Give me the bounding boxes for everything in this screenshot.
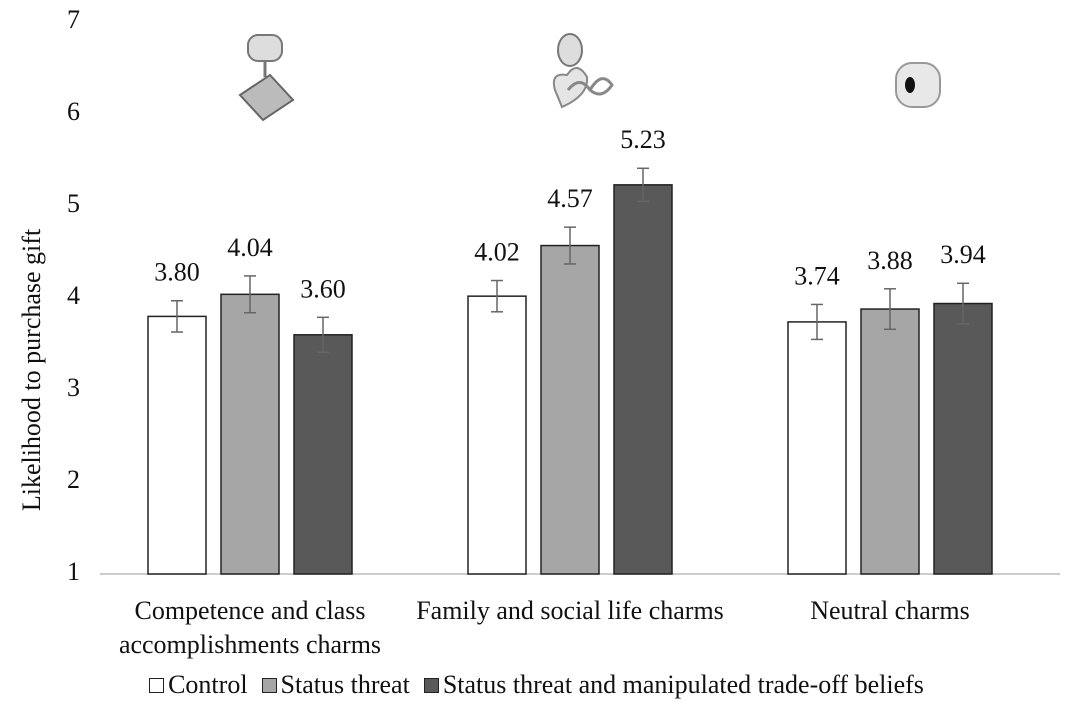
bar — [933, 302, 993, 575]
value-label: 4.04 — [227, 233, 273, 262]
bar — [540, 244, 600, 575]
value-label: 4.02 — [474, 237, 520, 266]
x-tick-label: Neutral charms — [810, 596, 970, 625]
bar — [293, 334, 353, 575]
y-tick-label: 6 — [67, 97, 80, 126]
bar — [860, 308, 920, 575]
legend-item: Status threat and manipulated trade-off … — [423, 670, 924, 700]
value-label: 3.80 — [154, 258, 200, 287]
value-label: 4.57 — [547, 184, 593, 213]
x-tick-label: Competence and class accomplishments cha… — [118, 596, 382, 659]
y-tick-label: 7 — [67, 5, 80, 34]
value-label: 3.88 — [867, 246, 913, 275]
y-tick-label: 3 — [67, 373, 80, 402]
charm-icon — [238, 34, 295, 122]
legend-swatch — [423, 677, 439, 693]
y-tick-label: 1 — [67, 557, 80, 586]
bar — [467, 295, 527, 575]
charm-icon — [552, 33, 614, 109]
bar — [220, 293, 280, 575]
legend-item: Control — [149, 670, 248, 700]
legend-label: Control — [168, 670, 248, 699]
y-tick-label: 2 — [67, 465, 80, 494]
y-tick-label: 5 — [67, 189, 80, 218]
y-tick-label: 4 — [67, 281, 80, 310]
value-label: 3.60 — [300, 274, 346, 303]
legend-label: Status threat — [280, 670, 410, 699]
value-label: 3.94 — [940, 240, 986, 269]
bar — [613, 184, 673, 575]
value-label: 5.23 — [620, 125, 666, 154]
y-axis-label: Likelihood to purchase gift — [17, 228, 46, 511]
bar — [787, 321, 847, 575]
x-tick-label: Family and social life charms — [416, 596, 724, 625]
legend-label: Status threat and manipulated trade-off … — [442, 670, 924, 699]
legend: Control Status threat Status threat and ma… — [0, 670, 1073, 700]
charm-icon — [895, 62, 941, 108]
value-label: 3.74 — [794, 261, 840, 290]
legend-swatch — [261, 677, 277, 693]
legend-item: Status threat — [261, 670, 410, 700]
bar — [147, 315, 207, 575]
legend-swatch — [149, 677, 165, 693]
